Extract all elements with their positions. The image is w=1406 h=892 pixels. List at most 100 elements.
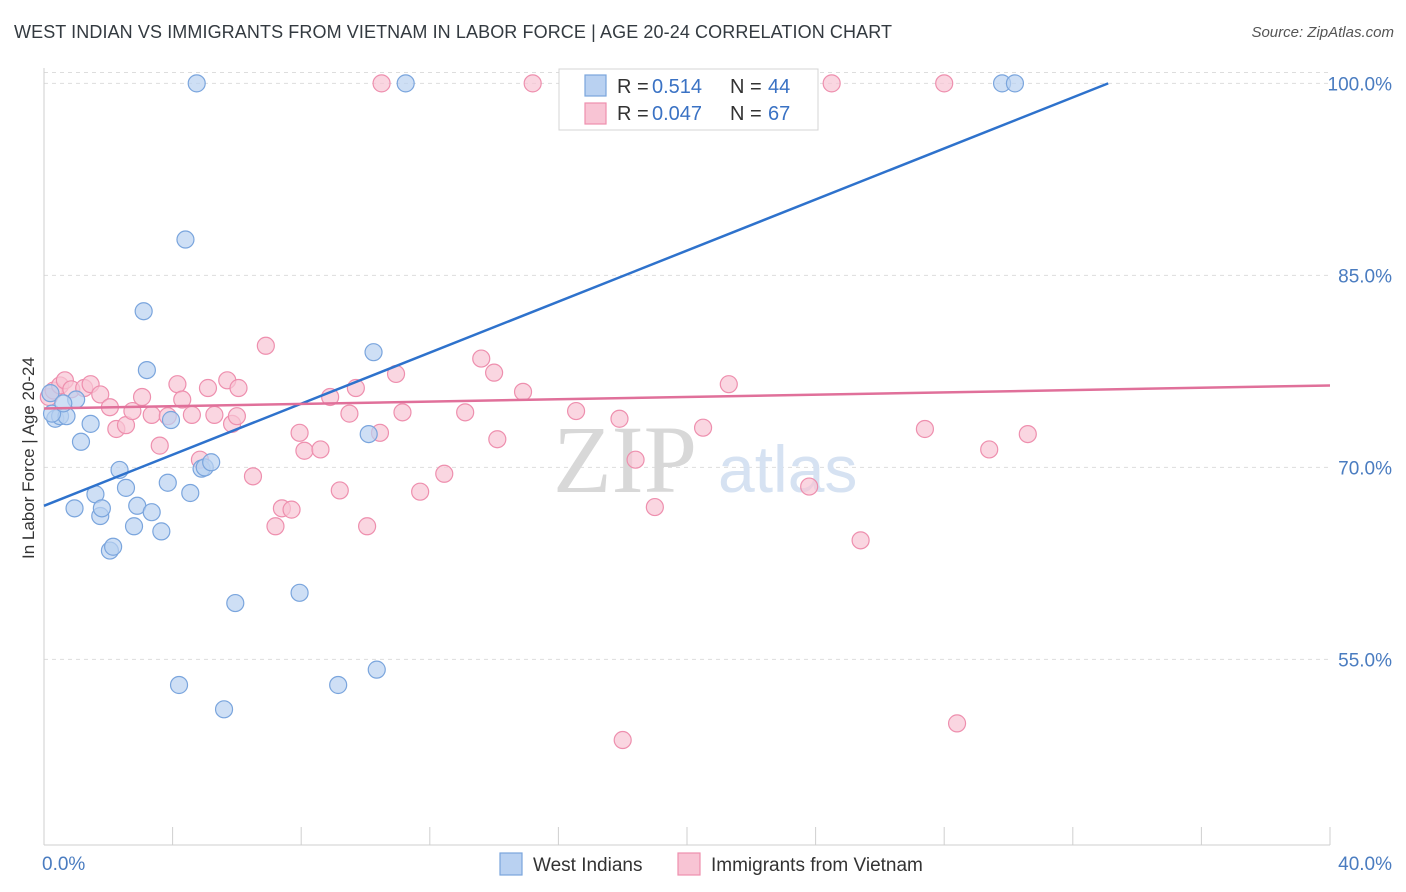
point-west-indians bbox=[187, 74, 206, 93]
point-vietnam bbox=[282, 500, 301, 519]
legend: R = 0.514 N = 44 R = 0.047 N = 67 bbox=[558, 68, 819, 131]
point-vietnam bbox=[358, 517, 377, 536]
point-west-indians bbox=[41, 384, 60, 403]
point-vietnam bbox=[256, 336, 275, 355]
point-vietnam bbox=[205, 405, 224, 424]
point-vietnam bbox=[227, 407, 246, 426]
point-west-indians bbox=[181, 483, 200, 503]
bottom-legend-swatch-vietnam bbox=[677, 852, 701, 876]
gridlines bbox=[44, 71, 1330, 660]
y-axis-label: In Labor Force | Age 20-24 bbox=[19, 357, 38, 559]
point-west-indians bbox=[158, 473, 177, 492]
legend-r-value: 0.047 bbox=[652, 103, 702, 125]
point-west-indians bbox=[152, 522, 171, 541]
chart-title: WEST INDIAN VS IMMIGRANTS FROM VIETNAM I… bbox=[14, 22, 893, 42]
point-west-indians bbox=[137, 360, 156, 380]
point-vietnam bbox=[173, 390, 192, 409]
axes bbox=[43, 68, 1331, 846]
chart-source: Source: ZipAtlas.com bbox=[1251, 24, 1394, 41]
point-vietnam bbox=[372, 74, 391, 93]
legend-r-value: 0.514 bbox=[652, 76, 702, 98]
point-vietnam bbox=[851, 531, 870, 550]
point-vietnam bbox=[610, 409, 629, 428]
trend-lines bbox=[43, 82, 1331, 507]
point-vietnam bbox=[229, 378, 248, 398]
point-vietnam bbox=[182, 405, 201, 424]
point-vietnam bbox=[488, 430, 507, 449]
trend-line-vietnam bbox=[43, 384, 1331, 410]
point-west-indians bbox=[214, 700, 234, 719]
y-tick-label: 70.0% bbox=[1338, 458, 1392, 479]
legend-r-label: R = bbox=[617, 103, 649, 125]
point-vietnam bbox=[340, 404, 359, 423]
point-vietnam bbox=[393, 403, 412, 422]
y-tick-label: 55.0% bbox=[1338, 650, 1392, 671]
point-vietnam bbox=[523, 74, 542, 93]
point-vietnam bbox=[566, 401, 586, 421]
point-west-indians bbox=[367, 660, 386, 679]
point-vietnam bbox=[311, 440, 330, 459]
legend-swatch-west-indians bbox=[584, 74, 607, 97]
point-west-indians bbox=[116, 478, 136, 497]
point-west-indians bbox=[359, 424, 378, 444]
x-tick-label: 40.0% bbox=[1338, 854, 1392, 875]
point-west-indians bbox=[202, 453, 221, 472]
watermark-atlas: atlas bbox=[718, 432, 857, 506]
point-west-indians bbox=[176, 230, 195, 249]
point-vietnam bbox=[513, 382, 533, 401]
point-west-indians bbox=[124, 517, 144, 536]
point-vietnam bbox=[472, 349, 491, 368]
point-west-indians bbox=[161, 410, 181, 430]
point-vietnam bbox=[456, 403, 475, 422]
bottom-legend-vietnam: Immigrants from Vietnam bbox=[711, 855, 923, 876]
legend-n-label: N = bbox=[730, 76, 762, 98]
point-vietnam bbox=[645, 497, 664, 517]
point-west-indians bbox=[81, 414, 100, 433]
x-tick-label: 0.0% bbox=[42, 854, 85, 875]
point-vietnam bbox=[915, 419, 935, 439]
point-vietnam bbox=[168, 375, 187, 394]
trend-line-west-indians bbox=[43, 82, 1109, 507]
point-west-indians bbox=[329, 675, 348, 695]
point-vietnam bbox=[1018, 424, 1037, 444]
point-vietnam bbox=[935, 74, 954, 93]
legend-r-label: R = bbox=[617, 76, 649, 98]
series-immigrants-from-vietnam bbox=[39, 74, 1037, 750]
point-vietnam bbox=[822, 74, 841, 93]
bottom-legend: West Indians Immigrants from Vietnam bbox=[499, 852, 923, 876]
y-tick-label: 85.0% bbox=[1338, 266, 1392, 287]
point-vietnam bbox=[243, 467, 263, 486]
point-vietnam bbox=[626, 450, 645, 469]
point-vietnam bbox=[947, 714, 967, 733]
point-west-indians bbox=[364, 343, 383, 362]
point-vietnam bbox=[485, 363, 504, 382]
point-vietnam bbox=[295, 441, 314, 460]
point-west-indians bbox=[169, 675, 189, 695]
point-vietnam bbox=[693, 418, 713, 437]
point-vietnam bbox=[980, 440, 999, 459]
point-vietnam bbox=[719, 375, 738, 394]
point-west-indians bbox=[142, 503, 161, 522]
bottom-legend-west-indians: West Indians bbox=[533, 855, 642, 876]
point-west-indians bbox=[226, 593, 245, 613]
point-west-indians bbox=[396, 74, 415, 93]
point-west-indians bbox=[290, 583, 309, 602]
tick-labels: 55.0% 70.0% 85.0% 100.0% 0.0% 40.0% bbox=[42, 74, 1392, 875]
point-vietnam bbox=[198, 378, 218, 398]
point-vietnam bbox=[290, 423, 309, 442]
legend-n-value: 67 bbox=[768, 103, 790, 125]
point-west-indians bbox=[134, 302, 153, 321]
point-vietnam bbox=[266, 517, 285, 536]
point-vietnam bbox=[142, 405, 161, 424]
point-vietnam bbox=[435, 464, 454, 483]
point-west-indians bbox=[104, 537, 123, 556]
point-west-indians bbox=[1005, 74, 1025, 93]
legend-n-value: 44 bbox=[768, 76, 790, 98]
legend-n-label: N = bbox=[730, 103, 762, 125]
point-vietnam bbox=[91, 385, 110, 404]
point-vietnam bbox=[132, 387, 152, 407]
point-vietnam bbox=[150, 436, 169, 455]
y-tick-label: 100.0% bbox=[1328, 74, 1393, 95]
point-west-indians bbox=[71, 432, 91, 451]
